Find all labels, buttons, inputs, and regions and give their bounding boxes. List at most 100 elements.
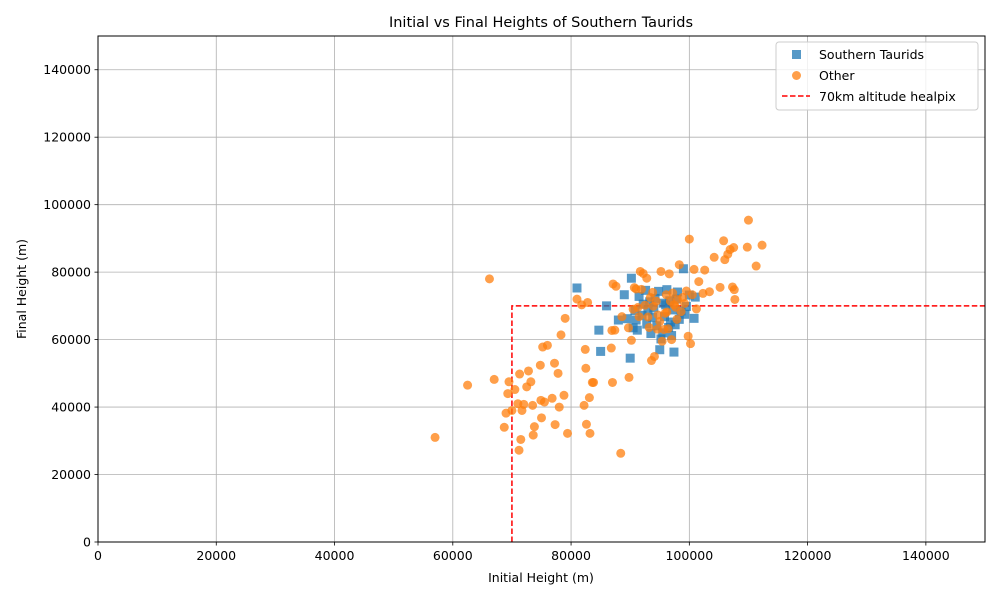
point-other [484, 274, 494, 284]
point-southern-taurids [673, 287, 683, 297]
point-other [624, 372, 634, 382]
point-other [463, 380, 473, 390]
point-southern-taurids [602, 301, 612, 311]
point-southern-taurids [613, 315, 623, 325]
point-southern-taurids [596, 346, 606, 356]
point-other [626, 335, 636, 345]
y-tick-label: 140000 [43, 62, 91, 77]
point-other [687, 290, 697, 300]
point-other [507, 405, 517, 415]
point-southern-taurids [634, 291, 644, 301]
point-southern-taurids [665, 317, 675, 327]
point-other [680, 299, 690, 309]
point-other [585, 428, 595, 438]
point-other [616, 448, 626, 458]
point-other [633, 303, 643, 313]
x-tick-label: 120000 [784, 548, 832, 563]
point-other [556, 330, 566, 340]
point-other [528, 400, 538, 410]
point-other [649, 351, 659, 361]
series-other [430, 215, 767, 458]
point-other [581, 419, 591, 429]
x-tick-label: 0 [94, 548, 102, 563]
point-other [689, 264, 699, 274]
point-other [581, 363, 591, 373]
point-southern-taurids [619, 290, 629, 300]
point-other [729, 285, 739, 295]
point-other [515, 369, 525, 379]
point-southern-taurids [654, 286, 664, 296]
legend: Southern Taurids Other 70km altitude hea… [775, 41, 979, 111]
point-southern-taurids [655, 345, 665, 355]
point-other [729, 243, 739, 253]
point-other [676, 307, 686, 317]
x-axis-ticks: 0 20000 40000 60000 80000 100000 120000 140000 [94, 542, 950, 563]
point-southern-taurids [626, 273, 636, 283]
point-other [617, 312, 627, 322]
legend-label-reference-line: 70km altitude healpix [819, 89, 956, 104]
point-other [606, 343, 616, 353]
point-other [526, 377, 536, 387]
y-tick-label: 20000 [51, 467, 91, 482]
point-other [523, 366, 533, 376]
point-southern-taurids [622, 314, 632, 324]
point-other [686, 339, 696, 349]
point-other [503, 389, 513, 399]
x-tick-label: 20000 [196, 548, 236, 563]
point-other [623, 323, 633, 333]
point-southern-taurids [678, 264, 688, 274]
point-other [757, 240, 767, 250]
point-other [611, 281, 621, 291]
point-southern-taurids [594, 325, 604, 335]
point-southern-taurids [625, 353, 635, 363]
point-other [504, 377, 514, 387]
point-other [674, 260, 684, 270]
y-axis-label: Final Height (m) [14, 239, 29, 339]
point-other [634, 312, 644, 322]
x-tick-label: 60000 [433, 548, 473, 563]
point-southern-taurids [670, 320, 680, 330]
point-other [704, 287, 714, 297]
point-other [560, 313, 570, 323]
x-tick-label: 80000 [551, 548, 591, 563]
point-other [489, 374, 499, 384]
point-other [657, 336, 667, 346]
point-other [584, 393, 594, 403]
point-other [709, 252, 719, 262]
point-other [691, 304, 701, 314]
point-southern-taurids [669, 347, 679, 357]
y-axis-ticks: 0 20000 40000 60000 80000 100000 120000 140000 [43, 62, 98, 550]
point-other [700, 265, 710, 275]
y-tick-label: 100000 [43, 197, 91, 212]
point-other [672, 314, 682, 324]
point-other [652, 324, 662, 334]
x-tick-label: 100000 [665, 548, 713, 563]
point-other [579, 400, 589, 410]
point-other [642, 273, 652, 283]
point-other [547, 393, 557, 403]
point-other [663, 324, 673, 334]
point-southern-taurids [658, 298, 668, 308]
point-other [719, 236, 729, 246]
point-southern-taurids [646, 329, 656, 339]
point-other [542, 340, 552, 350]
point-other [662, 307, 672, 317]
point-other [640, 300, 650, 310]
point-other [643, 312, 653, 322]
point-southern-taurids [632, 325, 642, 335]
point-other [537, 413, 546, 423]
point-other [529, 422, 539, 432]
point-other [656, 266, 666, 276]
point-other [684, 234, 694, 244]
point-southern-taurids [689, 313, 699, 323]
point-other [553, 368, 563, 378]
point-other [751, 261, 761, 271]
point-other [742, 242, 752, 252]
reference-line-70km [511, 305, 985, 542]
y-tick-label: 60000 [51, 332, 91, 347]
point-other [668, 288, 678, 298]
point-other [651, 296, 661, 306]
y-tick-label: 0 [83, 535, 91, 550]
point-other [559, 390, 569, 400]
